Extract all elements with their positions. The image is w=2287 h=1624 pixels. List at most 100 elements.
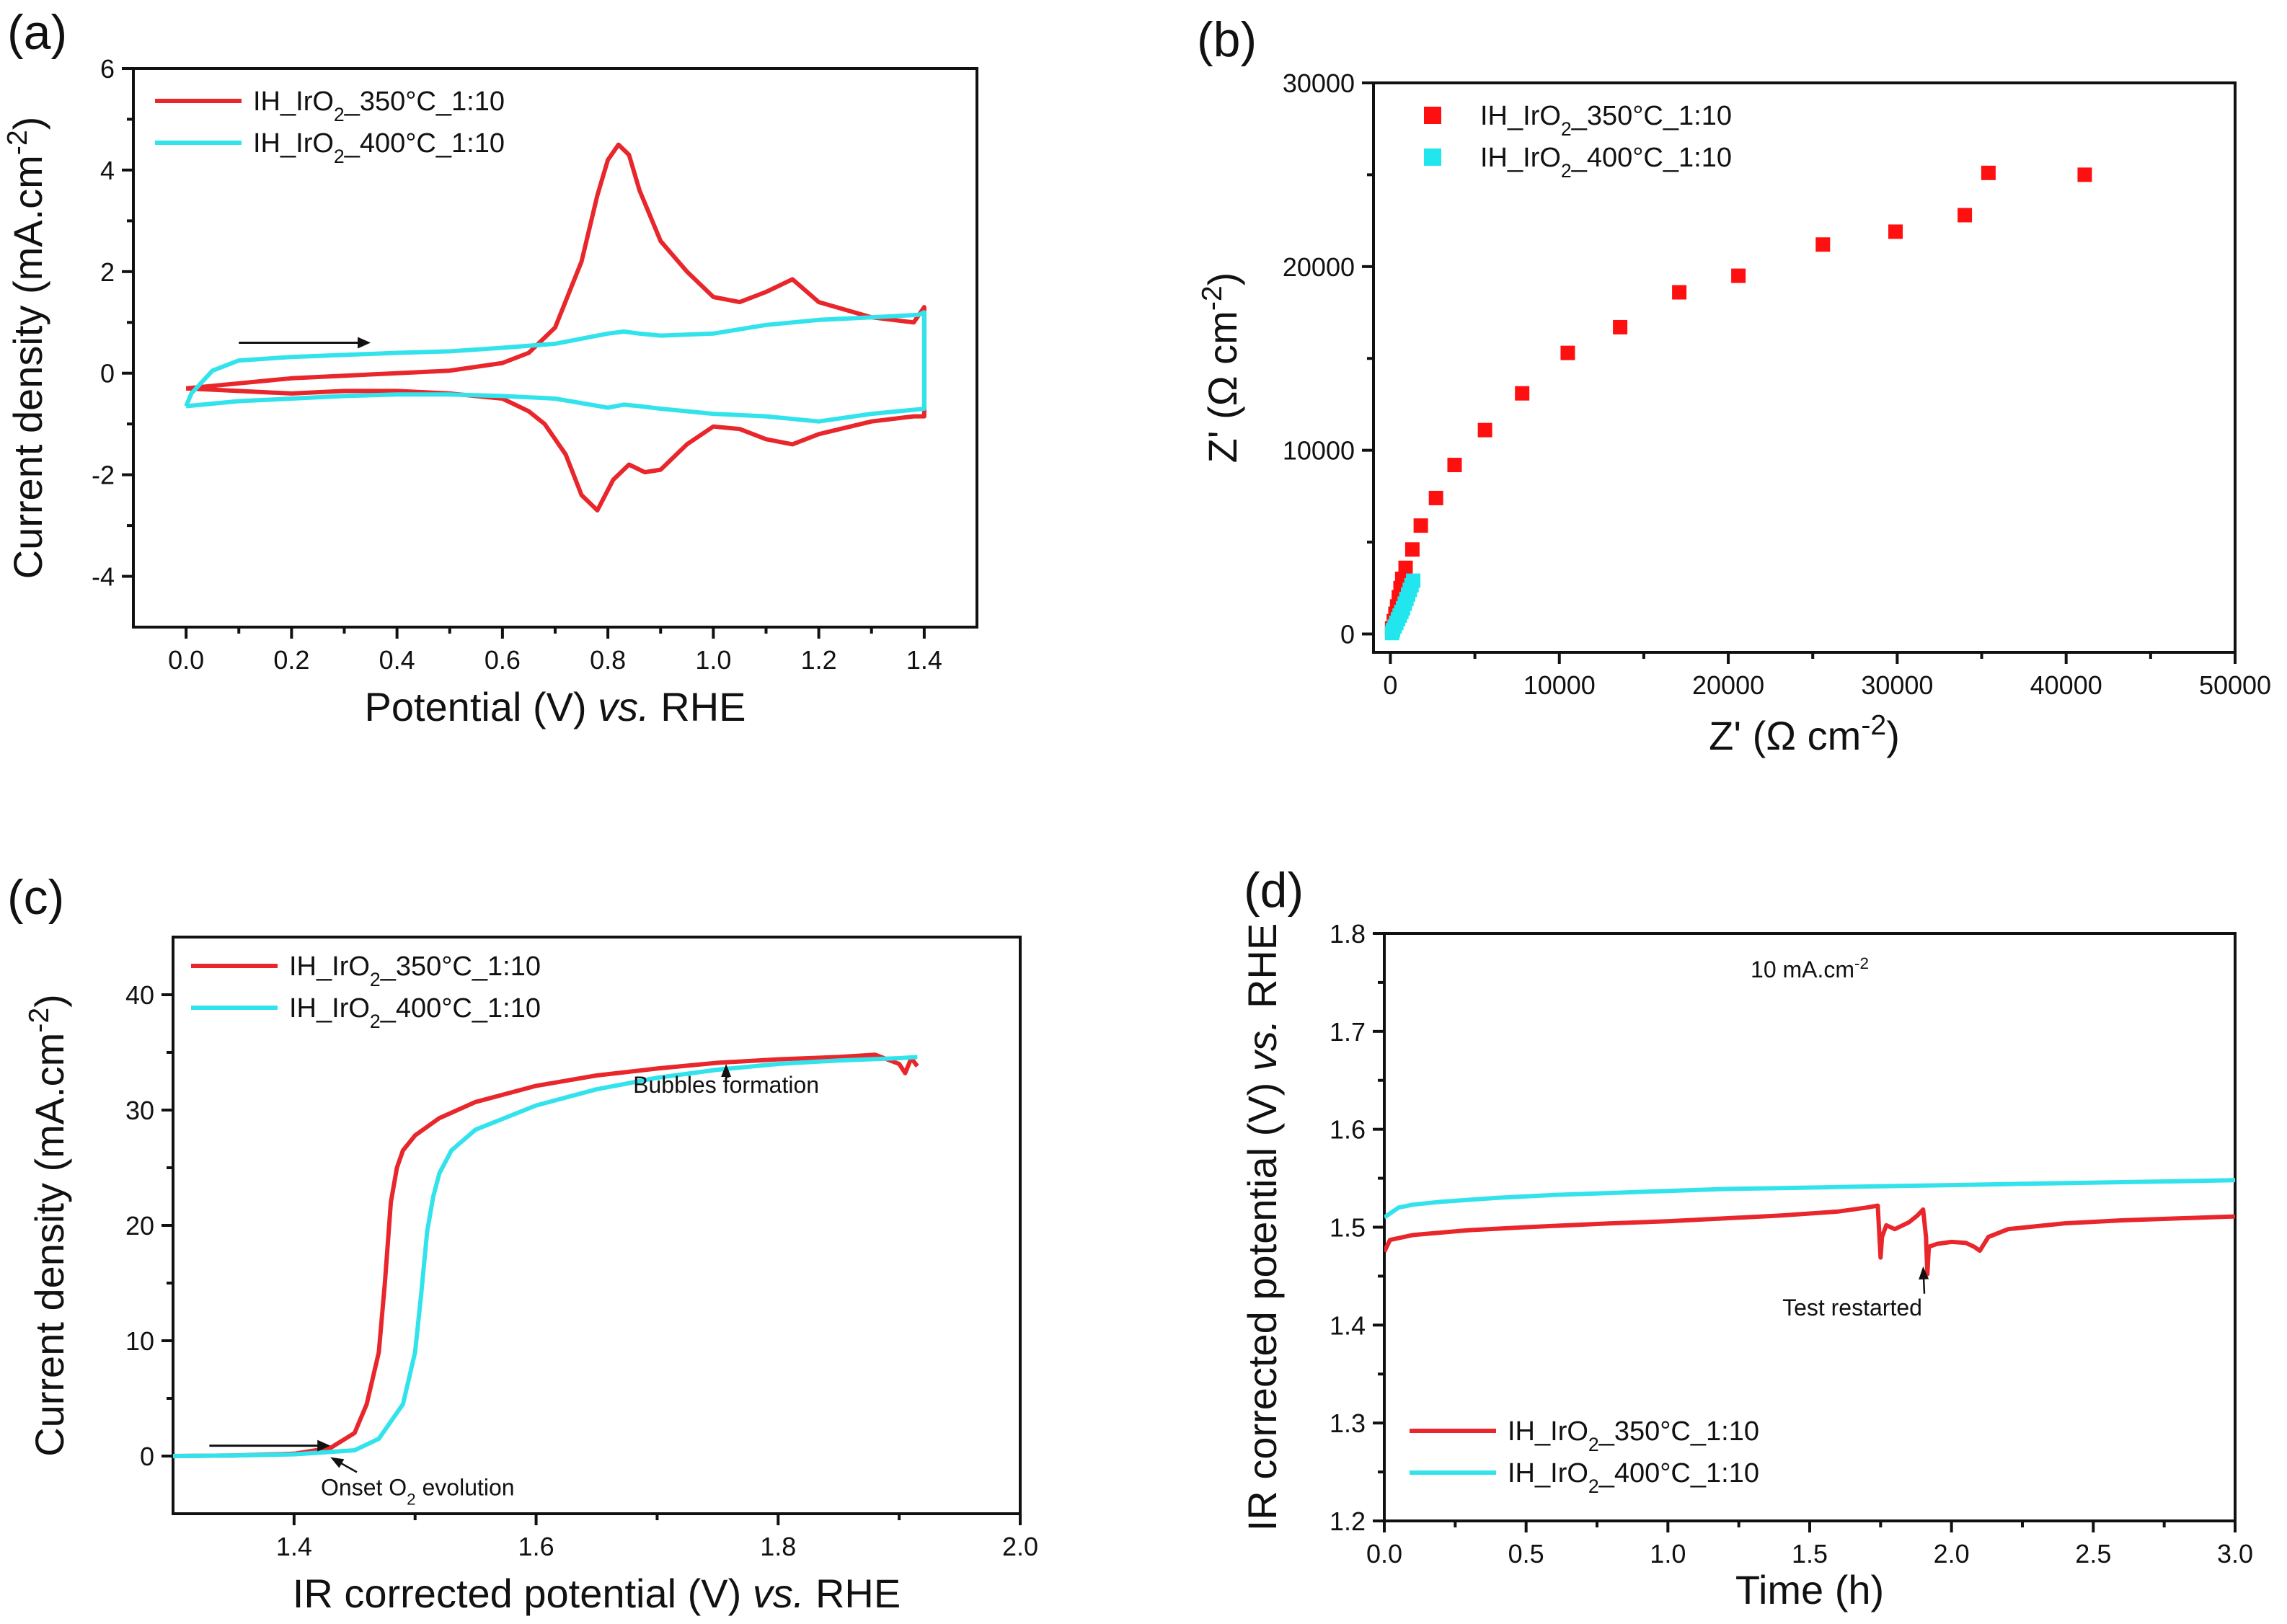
x-axis-label-part: Potential (V) <box>364 684 598 729</box>
legend-label-part: 2 <box>1561 160 1572 182</box>
legend-label: IH_IrO2_350°C_1:10 <box>1508 1416 1759 1455</box>
x-tick-label: 3.0 <box>2217 1539 2253 1568</box>
annotation-text: Onset O2 evolution <box>321 1474 515 1508</box>
x-tick-label: 0.0 <box>1366 1539 1402 1568</box>
x-axis-label-part: RHE <box>650 684 746 729</box>
data-point <box>1447 458 1462 473</box>
annotation-text-part: 10 mA.cm <box>1751 957 1854 982</box>
legend-label-part: IH_IrO <box>1480 143 1561 173</box>
legend-label-part: IH_IrO <box>1480 101 1561 131</box>
legend-label-part: IH_IrO <box>253 86 334 117</box>
y-axis-label: Current density (mA.cm-2) <box>2 117 51 580</box>
annotation-text-part: 2 <box>407 1490 415 1508</box>
x-tick-label: 0 <box>1383 670 1397 700</box>
y-axis-label-part: RHE <box>1239 923 1285 1020</box>
y-tick-label: 20000 <box>1283 252 1355 282</box>
series-350c <box>1384 165 2092 636</box>
legend-label-part: 2 <box>334 146 345 167</box>
plot-frame <box>1372 81 2237 654</box>
x-axis-label-part: -2 <box>1861 710 1886 741</box>
legend-label-part: _350°C_1:10 <box>1598 1416 1759 1447</box>
y-tick-label: 1.4 <box>1330 1310 1366 1340</box>
y-tick-label: 40 <box>125 980 154 1010</box>
legend-label-part: _350°C_1:10 <box>1571 101 1732 131</box>
legend-marker <box>1424 148 1441 166</box>
data-point <box>2077 167 2092 182</box>
legend-label-part: IH_IrO <box>1508 1416 1588 1447</box>
data-point <box>1560 345 1575 360</box>
legend-label-part: IH_IrO <box>253 128 334 159</box>
x-tick-label: 1.0 <box>1650 1539 1686 1568</box>
legend-label-part: 2 <box>334 104 345 125</box>
chart-panel-1: (a) 0.0 0.2 0.4 0.6 0.8 1.0 1.2 1.4 -4 -2 0 2 4 6 Poten… <box>2 5 978 729</box>
series-350c-line <box>185 142 926 513</box>
annotation-text: 10 mA.cm-2 <box>1751 954 1869 983</box>
x-axis-label-part: vs. <box>753 1571 805 1616</box>
y-tick-label: 2 <box>100 257 115 287</box>
x-axis-label-part: RHE <box>804 1571 901 1616</box>
legend-label-part: 2 <box>1588 1434 1599 1455</box>
y-axis-label: Current density (mA.cm-2) <box>24 994 73 1457</box>
series-400c-line <box>184 310 926 424</box>
chart-panel-3: (c) 1.4 1.6 1.8 2.0 0 10 20 30 40 IR corrected pot… <box>7 870 1038 1616</box>
data-point <box>1428 490 1443 505</box>
annotation-arrow <box>338 1461 358 1473</box>
y-axis-label: Z' (Ω cm-2) <box>1197 272 1246 463</box>
y-tick-label: 1.3 <box>1330 1408 1366 1438</box>
panel-label: (c) <box>7 870 64 925</box>
y-tick-label: 1.2 <box>1330 1507 1366 1536</box>
legend-label-part: _350°C_1:10 <box>380 951 541 982</box>
y-tick-label: 1.8 <box>1330 919 1366 949</box>
x-axis-label: Z' (Ω cm-2) <box>1709 710 1900 759</box>
x-tick-label: 0.5 <box>1508 1539 1544 1568</box>
x-tick-label: 0.6 <box>485 645 521 675</box>
data-point <box>1398 560 1413 575</box>
y-tick-label: 4 <box>100 156 115 185</box>
annotation-arrowhead <box>317 1439 331 1452</box>
data-point <box>1815 237 1831 252</box>
legend-label-part: 2 <box>1588 1476 1599 1497</box>
series-350c-line <box>1384 1203 2235 1277</box>
y-axis-label-part: -2 <box>24 1008 55 1033</box>
y-tick-label: 0 <box>100 359 115 389</box>
legend-marker <box>1424 107 1441 124</box>
data-point <box>1981 165 1996 180</box>
x-tick-label: 2.0 <box>1002 1532 1038 1561</box>
x-axis-label-part: ) <box>1886 713 1900 758</box>
x-tick-label: 0.2 <box>273 645 309 675</box>
x-tick-label: 1.5 <box>1792 1539 1828 1568</box>
x-axis-label: IR corrected potential (V) vs. RHE <box>293 1571 901 1616</box>
legend-label-part: _400°C_1:10 <box>344 128 505 159</box>
y-axis-label-part: ) <box>27 994 72 1008</box>
legend-label: IH_IrO2_350°C_1:10 <box>289 951 541 990</box>
data-point <box>1613 319 1628 334</box>
panel-label: (d) <box>1244 863 1304 918</box>
y-tick-label: 0 <box>140 1442 154 1471</box>
y-axis-label-part: -2 <box>1197 285 1228 311</box>
series-400c <box>1384 573 1421 641</box>
data-point <box>1406 573 1421 588</box>
y-tick-label: 6 <box>100 54 115 84</box>
legend-label-part: 2 <box>370 969 381 990</box>
legend-label-part: 2 <box>370 1011 381 1032</box>
legend-label: IH_IrO2_400°C_1:10 <box>1508 1458 1759 1497</box>
annotation-arrowhead <box>358 337 371 349</box>
legend-label: IH_IrO2_400°C_1:10 <box>253 128 505 167</box>
legend-label-part: IH_IrO <box>1508 1458 1588 1488</box>
y-axis-label-part: ) <box>1200 272 1245 286</box>
y-axis-label-part: Current density (mA.cm <box>5 155 50 579</box>
chart-panel-2: (b) 0 10000 20000 30000 40000 50000 0 10000 20000… <box>1197 12 2272 758</box>
data-point <box>1672 285 1687 300</box>
y-axis-label-part: vs. <box>1239 1020 1285 1072</box>
y-axis-label-part: IR corrected potential (V) <box>1239 1071 1285 1531</box>
x-axis-label-part: IR corrected potential (V) <box>293 1571 753 1616</box>
y-tick-label: 30000 <box>1283 68 1355 98</box>
legend-label: IH_IrO2_350°C_1:10 <box>1480 101 1732 140</box>
x-axis-label: Time (h) <box>1735 1567 1884 1612</box>
annotation-text: Bubbles formation <box>633 1072 819 1098</box>
series-400c-line <box>173 1055 918 1458</box>
annotation-text: Test restarted <box>1782 1295 1922 1321</box>
y-tick-label: 0 <box>1340 620 1355 649</box>
annotation-arrowhead <box>721 1064 732 1077</box>
y-tick-label: 1.5 <box>1330 1213 1366 1243</box>
